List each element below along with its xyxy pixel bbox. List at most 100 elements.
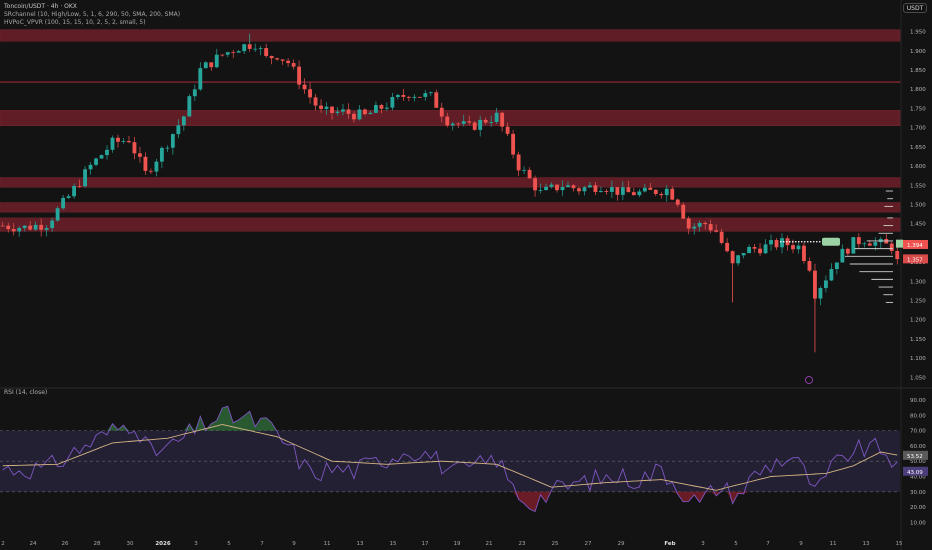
candle [50, 220, 55, 229]
time-axis-tick: 26 [62, 541, 69, 547]
rsi-axis-tick: 90.00 [910, 398, 926, 404]
candle [769, 240, 773, 245]
candle [719, 231, 724, 243]
candle [198, 68, 203, 90]
rsi-ma-line [2, 424, 898, 491]
candle [571, 185, 576, 189]
candle [138, 153, 142, 157]
event-marker-icon [805, 376, 813, 384]
time-axis-tick: 3 [194, 541, 198, 547]
candle [225, 52, 230, 55]
candles-group [0, 40, 900, 306]
time-axis-tick: 3 [701, 541, 705, 547]
currency-button[interactable]: USDT [903, 3, 927, 13]
vpvr-indicator-label[interactable]: HVPoC_VPVR (100, 15, 15, 10, 2, 5, 2, sm… [4, 19, 146, 26]
candle [774, 240, 779, 248]
candle [88, 164, 93, 170]
candle [214, 54, 219, 68]
candle [686, 218, 691, 229]
candle [511, 133, 516, 155]
symbol-title[interactable]: Toncoin/USDT · 4h · OKX [4, 3, 77, 10]
candle [401, 95, 406, 97]
candle [818, 288, 823, 299]
candle [242, 44, 247, 52]
time-axis-tick: 19 [454, 541, 461, 547]
candle [253, 48, 258, 50]
sr-zone [0, 217, 901, 232]
candle [538, 190, 543, 191]
time-axis-tick: 2 [1, 541, 5, 547]
candle [593, 185, 598, 192]
candle [527, 169, 532, 179]
candle [22, 225, 27, 229]
candle [220, 54, 225, 56]
candle [741, 253, 746, 256]
candle [714, 230, 719, 232]
time-axis-tick: 15 [896, 541, 903, 547]
sr-zone [0, 81, 901, 83]
candle [33, 224, 38, 230]
candle [269, 55, 274, 59]
rsi-overbought-fill [2, 406, 898, 431]
candle [516, 154, 521, 171]
candle [522, 169, 527, 171]
time-axis-tick: 9 [799, 541, 803, 547]
srchannel-indicator-label[interactable]: SRchannel (10, High/Low, 5, 1, 6, 290, 5… [4, 11, 181, 18]
candle [181, 116, 186, 126]
candle [176, 125, 181, 135]
time-axis-tick: 25 [552, 541, 559, 547]
candle [845, 248, 850, 254]
candle [604, 190, 609, 192]
price-axis-tick: 1.100 [910, 356, 926, 362]
candle [763, 244, 768, 254]
candle [44, 228, 49, 230]
candle [302, 84, 307, 90]
rsi-axis-tick: 80.00 [910, 413, 926, 419]
candle [28, 225, 33, 230]
candle [77, 185, 82, 187]
candle [363, 109, 367, 115]
time-axis-tick: 2026 [155, 541, 170, 547]
candle [752, 247, 757, 249]
candle [675, 199, 680, 205]
candle [780, 238, 784, 248]
candle [692, 226, 697, 229]
price-axis-tick: 1.650 [910, 145, 926, 151]
candle [664, 188, 669, 196]
candle [829, 269, 834, 281]
candle [324, 106, 329, 109]
candle [335, 111, 340, 113]
candle [840, 248, 845, 263]
candle [313, 97, 318, 106]
candle [615, 187, 620, 195]
candle [489, 121, 494, 123]
candle [159, 147, 164, 162]
candle [566, 185, 570, 188]
candle [505, 126, 510, 134]
candle [417, 96, 422, 98]
candle [834, 262, 839, 270]
candle [445, 116, 450, 126]
candle [577, 188, 581, 192]
candle [192, 89, 197, 97]
candle [856, 237, 861, 245]
candle [280, 59, 285, 61]
candle [346, 109, 351, 114]
candle [286, 60, 291, 64]
candle [549, 184, 554, 187]
candle [264, 48, 269, 56]
candle [165, 147, 170, 149]
candle [116, 137, 120, 142]
rsi-value: 43.09 [907, 470, 923, 476]
candle [450, 123, 455, 126]
candle [236, 51, 241, 53]
candle [379, 105, 384, 109]
candle [791, 245, 795, 250]
candle [708, 224, 713, 231]
candle [598, 190, 603, 192]
price-axis-tick: 1.750 [910, 106, 926, 112]
candle [127, 141, 131, 143]
price-axis-tick: 1.900 [910, 49, 926, 55]
rsi-indicator-label[interactable]: RSI (14, close) [4, 389, 48, 396]
